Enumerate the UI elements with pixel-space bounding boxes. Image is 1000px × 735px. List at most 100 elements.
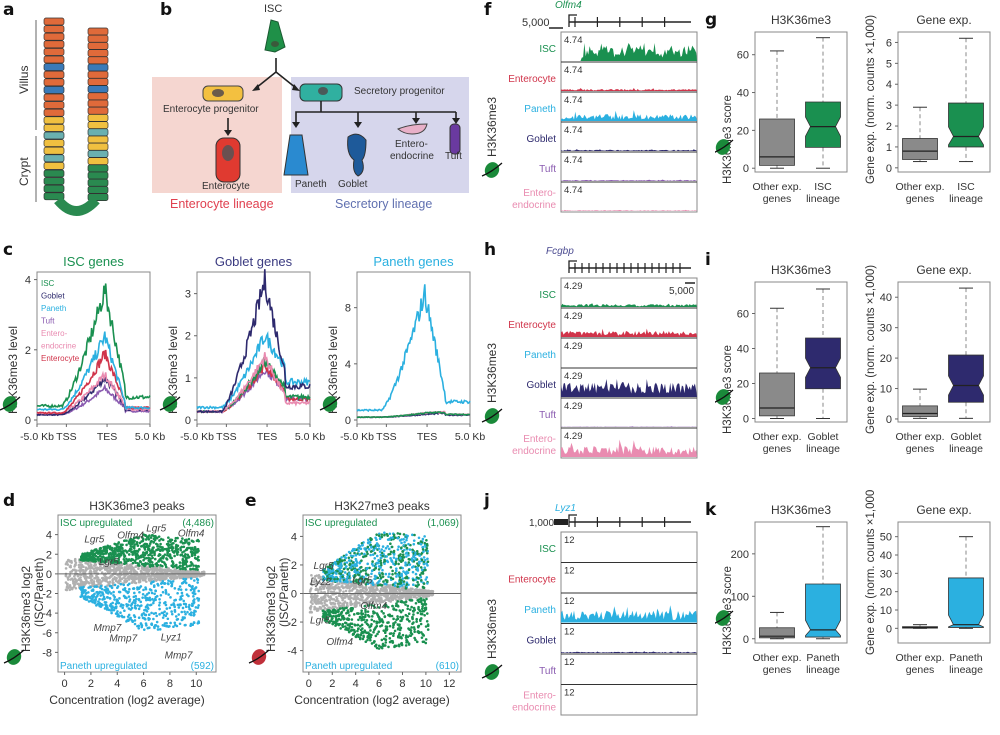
scatter-point — [196, 621, 200, 625]
scatter-point — [87, 564, 91, 568]
scatter-point — [123, 609, 126, 612]
scatter-point — [377, 558, 380, 562]
scatter-point — [335, 607, 339, 610]
scatter-point — [419, 566, 423, 569]
scatter-point — [416, 552, 419, 556]
scatter-point — [109, 551, 112, 555]
scatter-point — [102, 595, 106, 599]
category-label: Paneth — [806, 652, 839, 664]
scatter-point — [166, 553, 169, 557]
scatter-point — [350, 622, 354, 626]
scatter-point — [184, 558, 188, 562]
scatter-point — [89, 576, 92, 580]
down-label: Paneth upregulated — [60, 661, 147, 672]
scatter-point — [100, 550, 103, 554]
scatter-point — [193, 592, 197, 596]
villus-cell — [87, 164, 109, 173]
scatter-point — [144, 594, 147, 598]
gene-annotation: Mmp7 — [109, 634, 137, 645]
y-tick-label: 30 — [880, 568, 892, 580]
scatter-point — [137, 607, 141, 611]
scatter-point — [129, 545, 133, 548]
scatter-point — [143, 545, 146, 549]
scatter-point — [166, 567, 170, 571]
scatter-point — [127, 578, 131, 581]
x-tick-label: 0 — [306, 678, 312, 690]
scatter-point — [391, 577, 395, 581]
scatter-point — [105, 577, 109, 581]
scatter-point — [310, 574, 313, 577]
scatter-point — [119, 582, 123, 586]
scatter-point — [410, 605, 413, 609]
scatter-point — [393, 584, 397, 588]
scatter-point — [402, 580, 406, 583]
scatter-point — [153, 553, 156, 557]
scatter-point — [64, 562, 68, 566]
y-axis-label: H3K36me3 score — [722, 566, 734, 655]
scatter-point — [314, 601, 318, 605]
scatter-point — [380, 638, 384, 642]
scatter-point — [353, 563, 357, 566]
scatter-point — [407, 612, 411, 616]
scatter-point — [341, 625, 345, 629]
scatter-point — [184, 563, 188, 566]
scatter-point — [175, 551, 179, 555]
scatter-point — [420, 579, 423, 582]
scatter-point — [337, 594, 341, 598]
scatter-point — [197, 597, 201, 601]
scatter-point — [193, 546, 197, 549]
category-label: Goblet — [951, 431, 982, 443]
scatter-point — [425, 597, 428, 601]
tss-arrow-icon — [568, 514, 577, 527]
scatter-point — [341, 559, 344, 562]
scatter-point — [140, 545, 143, 548]
scatter-point — [110, 560, 114, 564]
crypt-label: Crypt — [17, 157, 31, 186]
scatter-point — [406, 597, 410, 600]
nucleosome-icon — [712, 610, 734, 626]
scatter-point — [329, 590, 333, 593]
scatter-point — [190, 546, 194, 550]
scatter-point — [97, 566, 101, 570]
scatter-point — [190, 611, 193, 614]
scatter-point — [413, 533, 416, 537]
scatter-point — [397, 627, 400, 630]
scatter-point — [415, 589, 419, 593]
gene-annotation: Olfm4 — [178, 529, 205, 540]
scatter-point — [192, 621, 196, 625]
scatter-point — [412, 542, 416, 546]
scatter-point — [366, 597, 369, 600]
scatter-point — [156, 543, 159, 546]
scatter-point — [366, 538, 370, 542]
scatter-point — [83, 577, 87, 580]
scatter-point — [314, 582, 318, 586]
scatter-point — [392, 556, 396, 559]
scatter-point — [331, 605, 335, 609]
scatter-point — [404, 552, 408, 555]
y-tick-label: 6 — [886, 37, 892, 49]
scatter-point — [184, 555, 187, 559]
scatter-point — [129, 575, 133, 579]
scatter-point — [123, 574, 127, 578]
scatter-point — [366, 610, 370, 613]
scatter-point — [399, 580, 403, 584]
scatter-point — [72, 585, 76, 588]
plot-title: H3K36me3 — [771, 263, 831, 277]
scatter-point — [343, 607, 347, 610]
scatter-point — [424, 568, 427, 572]
scatter-point — [389, 565, 393, 569]
scatter-point — [193, 553, 197, 557]
scatter-point — [345, 565, 348, 568]
enteroendocrine-label-1: Entero- — [395, 139, 428, 150]
scatter-point — [179, 548, 183, 552]
signal-paneth — [561, 605, 697, 623]
y-tick-label: 100 — [731, 591, 749, 603]
scatter-point — [342, 617, 345, 621]
scatter-point — [155, 561, 159, 565]
scatter-point — [179, 603, 182, 607]
scatter-point — [407, 561, 411, 564]
scatter-point — [140, 625, 144, 629]
enterocyte-label: Enterocyte — [202, 181, 250, 192]
scatter-point — [183, 610, 186, 614]
